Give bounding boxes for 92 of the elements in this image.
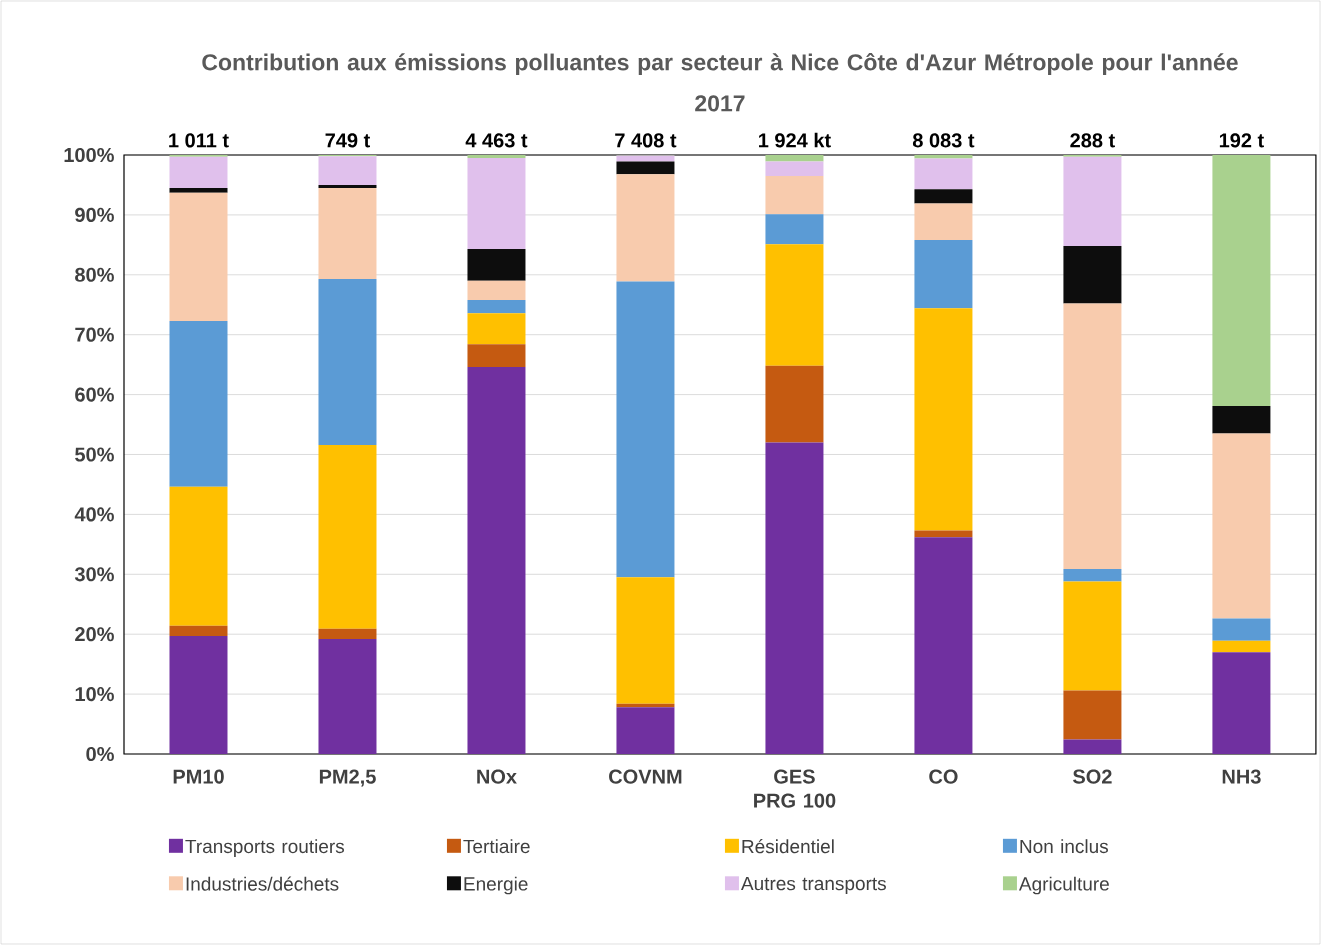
bar — [765, 244, 824, 366]
bar — [318, 628, 377, 639]
bar — [1063, 303, 1122, 569]
y-tick-label: 20% — [75, 627, 114, 642]
bar — [1212, 405, 1271, 434]
y-tick-label: 70% — [75, 327, 114, 342]
bar — [467, 344, 526, 368]
bar — [169, 187, 228, 193]
annotation: 4 463 t — [465, 133, 528, 148]
bar — [318, 278, 377, 445]
bar — [169, 625, 228, 636]
y-tick-label: 10% — [75, 687, 114, 702]
legend-label: Résidentiel — [742, 839, 834, 854]
bar — [467, 154, 526, 158]
bar — [1063, 581, 1122, 691]
annotation: 288 t — [1070, 133, 1115, 148]
bar — [914, 189, 973, 204]
bar — [169, 192, 228, 321]
x-tick-label: NOx — [477, 769, 517, 784]
legend-label: Transports routiers — [185, 839, 345, 857]
x-tick-label: PM10 — [173, 769, 224, 784]
bar — [616, 174, 675, 282]
bar — [1063, 690, 1122, 740]
bar — [1063, 246, 1122, 304]
chart-title: Contribution aux émissions polluantes par secteur à Nice Côte d'Azur Métropole pour l'année 2017 — [202, 53, 1238, 112]
x-tick-label: NH3 — [1222, 769, 1261, 784]
bar — [467, 280, 526, 300]
y-tick-label: 60% — [75, 387, 114, 402]
bar — [616, 577, 675, 704]
x-tick-label: SO2 — [1073, 769, 1112, 784]
bar — [1212, 618, 1271, 641]
bar — [169, 320, 228, 487]
y-tick-label: 80% — [75, 267, 114, 282]
bar — [914, 158, 973, 190]
x-tick-label: COVNM — [609, 769, 682, 784]
y-tick-label: 0% — [86, 746, 114, 762]
annotation: 8 083 t — [912, 133, 975, 148]
bar — [467, 313, 526, 345]
bar — [765, 442, 824, 754]
legend-label: Non inclus — [1020, 839, 1108, 854]
x-tick-label: GES PRG 100 — [754, 769, 836, 808]
bar — [1212, 652, 1271, 754]
bar — [467, 157, 526, 250]
y-tick-label: 50% — [75, 447, 114, 462]
bar — [765, 154, 824, 162]
bar — [169, 486, 228, 626]
bar — [616, 161, 675, 175]
bar — [318, 156, 377, 185]
bar — [765, 161, 824, 176]
bar — [467, 249, 526, 281]
bar — [1063, 568, 1122, 582]
legend-label: Industries/déchets — [186, 876, 339, 891]
legend-label: Energie — [464, 876, 528, 895]
x-tick-label: CO — [929, 769, 958, 784]
legend-label: Tertiaire — [463, 839, 530, 854]
bar — [914, 537, 973, 754]
y-tick-label: 100% — [64, 147, 114, 163]
bar — [169, 636, 228, 754]
x-tick-label: PM2,5 — [319, 769, 376, 787]
bar — [1212, 154, 1271, 406]
bar — [318, 187, 377, 279]
bar — [1063, 739, 1122, 754]
annotation: 749 t — [325, 133, 371, 148]
legend-label: Autres transports — [740, 877, 886, 895]
annotation: 7 408 t — [615, 133, 677, 148]
annotation: 1 924 kt — [759, 132, 831, 148]
bar — [914, 154, 973, 159]
bar — [914, 530, 973, 538]
bar — [914, 203, 973, 241]
legend-label: Agriculture — [1018, 876, 1109, 895]
bar — [1212, 640, 1271, 653]
bar — [318, 444, 377, 629]
bar — [467, 299, 526, 314]
bar — [616, 707, 675, 754]
bar — [616, 281, 675, 578]
y-tick-label: 40% — [74, 507, 114, 522]
bar — [1212, 433, 1271, 619]
bar — [765, 175, 824, 215]
bar — [914, 240, 973, 309]
bar — [765, 365, 824, 443]
bar — [169, 156, 228, 188]
annotation: 1 011 t — [169, 133, 229, 148]
bar — [765, 214, 824, 245]
bar — [318, 184, 377, 188]
bar — [318, 638, 377, 754]
bar — [467, 367, 526, 754]
bar — [616, 155, 675, 162]
annotation: 192 t — [1219, 133, 1264, 148]
y-tick-label: 30% — [74, 567, 114, 582]
y-tick-label: 90% — [75, 207, 114, 222]
bar — [914, 308, 973, 531]
bar — [1063, 156, 1122, 247]
